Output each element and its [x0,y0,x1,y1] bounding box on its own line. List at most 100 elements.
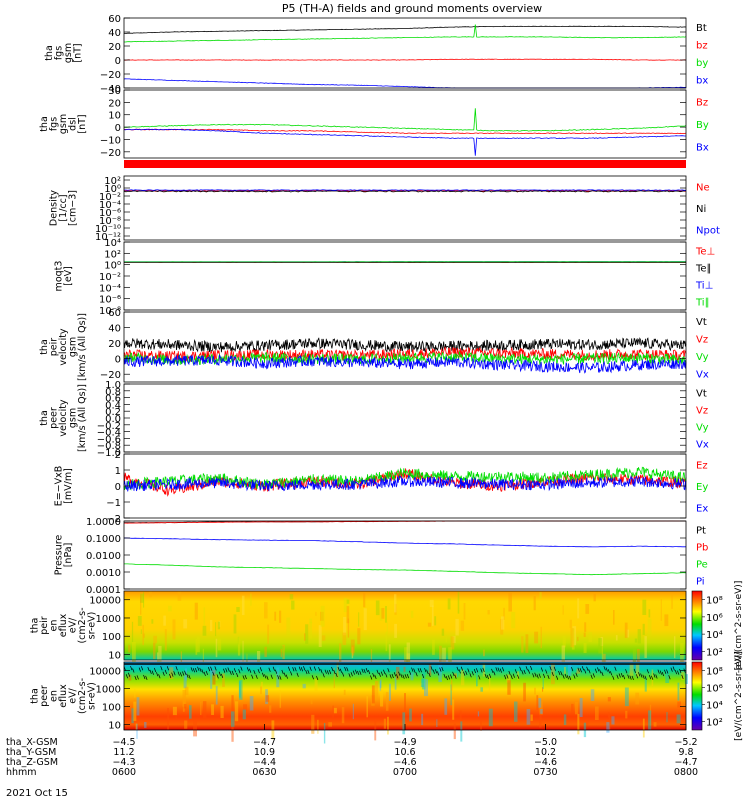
spectrogram-texture [642,599,647,615]
y-tick-label: 1.0000 [86,517,121,528]
x-axis-row-value: −4.3 [112,757,135,768]
potential-mark [393,672,397,677]
potential-mark [501,667,505,672]
y-tick-label: −0.6 [97,434,121,445]
spectrogram-texture [242,640,244,662]
y-tick-label: 10 [108,111,121,122]
panel-frame [123,590,687,661]
spectrogram-texture [170,662,174,671]
spectrogram-texture [177,591,182,601]
spectrogram-texture [488,708,493,727]
potential-mark [303,666,306,671]
spectrogram-texture [601,645,603,667]
y-tick-label: 10⁴ [104,238,121,249]
spectrogram-texture [264,646,267,657]
potential-mark [672,666,675,671]
spectrogram-texture [333,707,337,714]
potential-mark [607,669,611,674]
y-tick-label: 0.6 [105,394,121,405]
spectrogram-texture [420,678,424,687]
potential-mark [670,667,673,672]
potential-mark [597,667,600,672]
spectrogram-texture [183,704,187,709]
y-tick-label: 10⁻⁶ [99,295,121,306]
potential-mark [277,675,280,680]
potential-mark [385,673,388,678]
spectrogram-texture [448,647,452,665]
y-tick-label: 10² [104,176,121,187]
y-axis-label: [km/s (All Qs)] [77,384,88,452]
spectrogram-texture [212,669,216,675]
spectrogram-texture [606,722,610,733]
potential-mark [465,670,468,676]
colorbar [691,661,703,731]
legend-entry: Vt [696,389,707,400]
potential-mark [335,672,338,678]
y-tick-label: −10 [100,135,121,146]
potential-mark [447,675,451,680]
x-axis-row-value: −4.9 [393,737,416,748]
spectrogram-texture [370,649,373,669]
spectrogram-texture [346,599,350,604]
spectrogram-texture [280,649,282,658]
y-tick-label: 100 [102,703,121,714]
potential-mark [305,669,308,675]
spectrogram-texture [363,593,366,608]
potential-mark [272,666,275,671]
date-label: 2021 Oct 15 [6,788,68,799]
spectrogram-texture [585,604,590,614]
potential-mark [311,675,314,680]
spectrogram-texture [134,688,136,698]
spectrogram-texture [540,626,542,649]
potential-mark [555,675,559,680]
panel-density: 10²10⁰10⁻²10⁻⁴10⁻⁶10⁻⁸10⁻¹⁰10⁻¹²Density[… [49,175,720,243]
y-tick-label: 10⁻² [99,272,121,283]
spectrogram-texture [210,619,213,632]
y-tick-label: 0.8 [105,387,121,398]
x-axis-row-value: 10.2 [535,747,556,758]
spectrogram-texture [457,591,460,614]
spectrogram-texture [135,723,138,730]
spectrogram-texture [231,721,234,742]
y-axis-label: velocity [58,328,69,366]
potential-mark [454,674,457,679]
series-line-fgs-gsm-Bt [123,25,687,34]
potential-mark [471,671,474,676]
potential-mark [339,668,343,673]
spectrogram-texture [447,598,451,610]
spectrogram-texture [333,667,335,689]
spectrogram-texture [608,714,611,730]
colorbar-tick-label: 10² [706,647,723,658]
potential-mark [568,675,572,681]
potential-mark [517,674,520,679]
spectrogram-texture [215,674,218,681]
y-tick-label: 10⁻⁴ [99,283,121,294]
spectrogram-texture [172,706,177,716]
potential-mark [298,666,301,671]
series-line-density-Ni [123,190,687,193]
potential-mark [357,670,360,676]
series-line-fgs-gsm-bx [123,78,687,89]
y-axis-label: tha [39,116,50,132]
y-tick-label: 0.2 [105,407,121,418]
colorbar-tick-label: 10⁶ [706,613,723,624]
spectrogram-texture [328,722,332,727]
spectrogram-texture [603,653,606,666]
panels: 6040200−20−40thafgsgsm[nT]Btbzbybx302010… [30,14,744,744]
potential-mark [374,674,377,680]
potential-mark [207,666,211,672]
spectrogram-texture [163,615,166,626]
legend-entry: Vx [696,440,709,451]
spectrogram-texture [366,696,368,718]
potential-mark [432,669,435,674]
y-axis-label: [mV/m] [63,468,74,504]
potential-mark [618,673,621,678]
potential-mark [251,674,254,679]
y-axis-label: peir [49,338,60,357]
potential-mark [246,667,250,672]
series-line-fgs-dsl-By [123,108,687,132]
potential-mark [445,675,448,681]
spectrogram-texture [404,647,408,664]
potential-mark [143,674,146,680]
x-axis-row-label: tha_Z-GSM [6,757,58,768]
